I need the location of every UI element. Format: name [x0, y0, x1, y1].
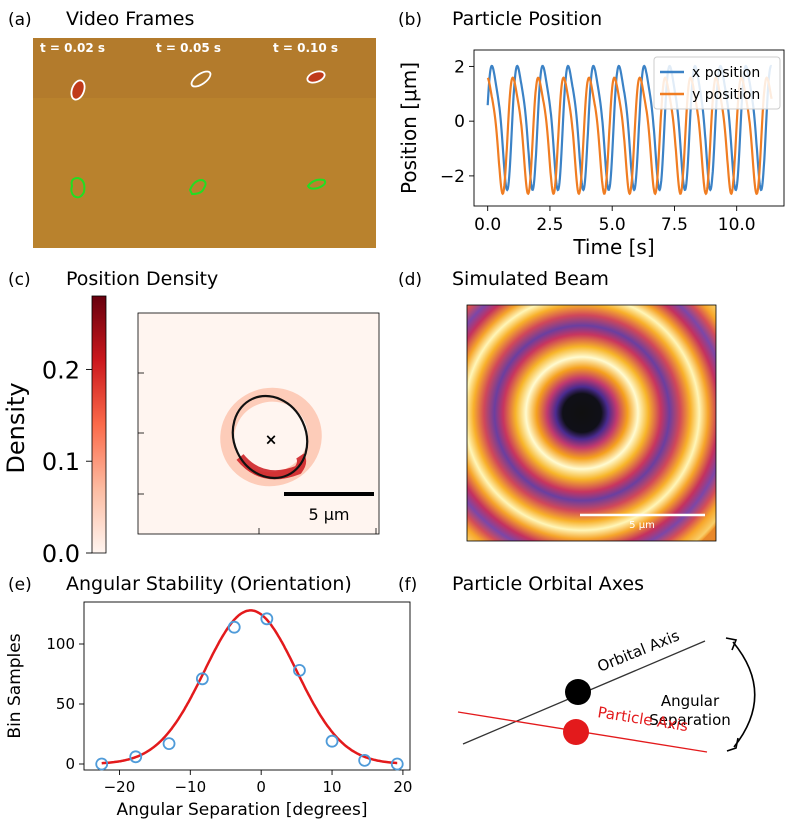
beam-scalebar-label: 5 μm	[629, 520, 655, 531]
frame-label-1: t = 0.02 s	[40, 41, 105, 55]
colorbar-tick-label: 0.0	[42, 540, 80, 568]
density-scalebar-label: 5 μm	[308, 505, 349, 524]
data-point	[129, 750, 143, 764]
beam-image	[467, 305, 716, 541]
particle-contour-1	[70, 176, 86, 199]
angular-separation-label-1: Angular	[661, 692, 720, 710]
x-tick-label: 20	[393, 778, 412, 796]
x-tick-label: 0	[256, 778, 266, 796]
colorbar-tick-label: 0.1	[42, 448, 80, 476]
angular-arc-arrow	[732, 641, 756, 748]
x-tick-label: 10.0	[718, 215, 756, 235]
panel-f-letter: (f)	[398, 575, 417, 595]
density-orbit-fit	[231, 394, 309, 480]
position-chart: 0.0 2.5 5.0 7.5 10.0 −2 0 2 Time [s] Position [μm…	[397, 49, 785, 259]
x-tick-label: −10	[174, 778, 206, 796]
particle-outline-2	[190, 70, 212, 88]
panel-c-letter: (c)	[8, 270, 31, 290]
density-colorbar	[91, 295, 107, 554]
y-tick-label: −2	[440, 167, 465, 187]
frame-label-2: t = 0.05 s	[156, 41, 221, 55]
orbital-axis-label: Orbital Axis	[595, 626, 682, 675]
density-hotspot	[236, 453, 307, 480]
x-tick-label: 10	[322, 778, 341, 796]
data-point	[227, 620, 241, 634]
panel-a-title: Video Frames	[66, 8, 194, 30]
data-point	[358, 754, 372, 767]
data-point	[195, 672, 209, 686]
x-tick-label: 5.0	[599, 215, 626, 235]
orbit-particle-red	[563, 719, 589, 745]
y-tick-label: 0	[454, 112, 465, 132]
data-point	[260, 612, 274, 626]
legend-label: y position	[692, 87, 760, 103]
angular-separation-label-2: Separation	[649, 711, 731, 729]
data-point	[293, 664, 306, 677]
panel-a-letter: (a)	[8, 10, 32, 30]
orbit-center-marker: ×	[265, 431, 278, 449]
data-point	[162, 737, 176, 750]
frame-label-3: t = 0.10 s	[273, 41, 338, 55]
colorbar-tick-label: 0.2	[42, 356, 80, 384]
y-axis-label: Bin Samples	[5, 633, 25, 738]
panel-d-letter: (d)	[398, 270, 422, 290]
density-colorbar-axis: 0.0 0.1 0.2	[42, 356, 92, 568]
position-plot-frame	[473, 49, 785, 207]
beam-frame	[466, 304, 717, 542]
panel-b-title: Particle Position	[452, 8, 602, 30]
panel-c-title: Position Density	[66, 268, 218, 290]
arc-arrowhead-top	[725, 637, 738, 651]
data-point	[95, 757, 109, 771]
x-axis-label: Angular Separation [degrees]	[116, 800, 367, 820]
x-tick-label: 0.0	[474, 215, 501, 235]
legend-box	[653, 56, 781, 110]
y-tick-label: 0	[65, 755, 75, 773]
particle-contour-3	[306, 178, 327, 190]
arc-arrowhead-bottom	[726, 737, 739, 752]
panel-e-letter: (e)	[8, 575, 32, 595]
y-tick-label: 100	[46, 635, 75, 653]
panel-d-title: Simulated Beam	[452, 268, 609, 290]
particle-outline-1	[70, 79, 86, 101]
legend-label: x position	[692, 65, 760, 81]
panel-e-title: Angular Stability (Orientation)	[66, 573, 352, 595]
y-axis-label: Position [μm]	[397, 62, 421, 194]
angular-chart: −20 −10 0 10 20 0 50 100 Angular Separation [deg…	[5, 601, 412, 820]
x-tick-label: 2.5	[536, 215, 563, 235]
angular-plot-frame	[83, 601, 411, 771]
x-tick-label: 7.5	[661, 215, 688, 235]
x-tick-label: −20	[104, 778, 136, 796]
x-axis-label: Time [s]	[572, 235, 654, 259]
series-line-y	[486, 76, 773, 196]
gaussian-fit-line	[101, 609, 398, 765]
video-frames-shade	[33, 38, 376, 98]
data-point	[390, 757, 404, 771]
density-map	[137, 312, 380, 535]
colorbar-label: Density	[2, 382, 30, 473]
orbit-particle-black	[565, 679, 591, 705]
density-ticks	[138, 372, 377, 534]
particle-contour-2	[188, 178, 207, 196]
particle-outline-3	[306, 70, 326, 84]
panel-f-title: Particle Orbital Axes	[452, 573, 644, 595]
y-tick-label: 50	[56, 695, 75, 713]
panel-b-letter: (b)	[398, 10, 422, 30]
data-point	[325, 734, 339, 748]
y-tick-label: 2	[454, 57, 465, 77]
